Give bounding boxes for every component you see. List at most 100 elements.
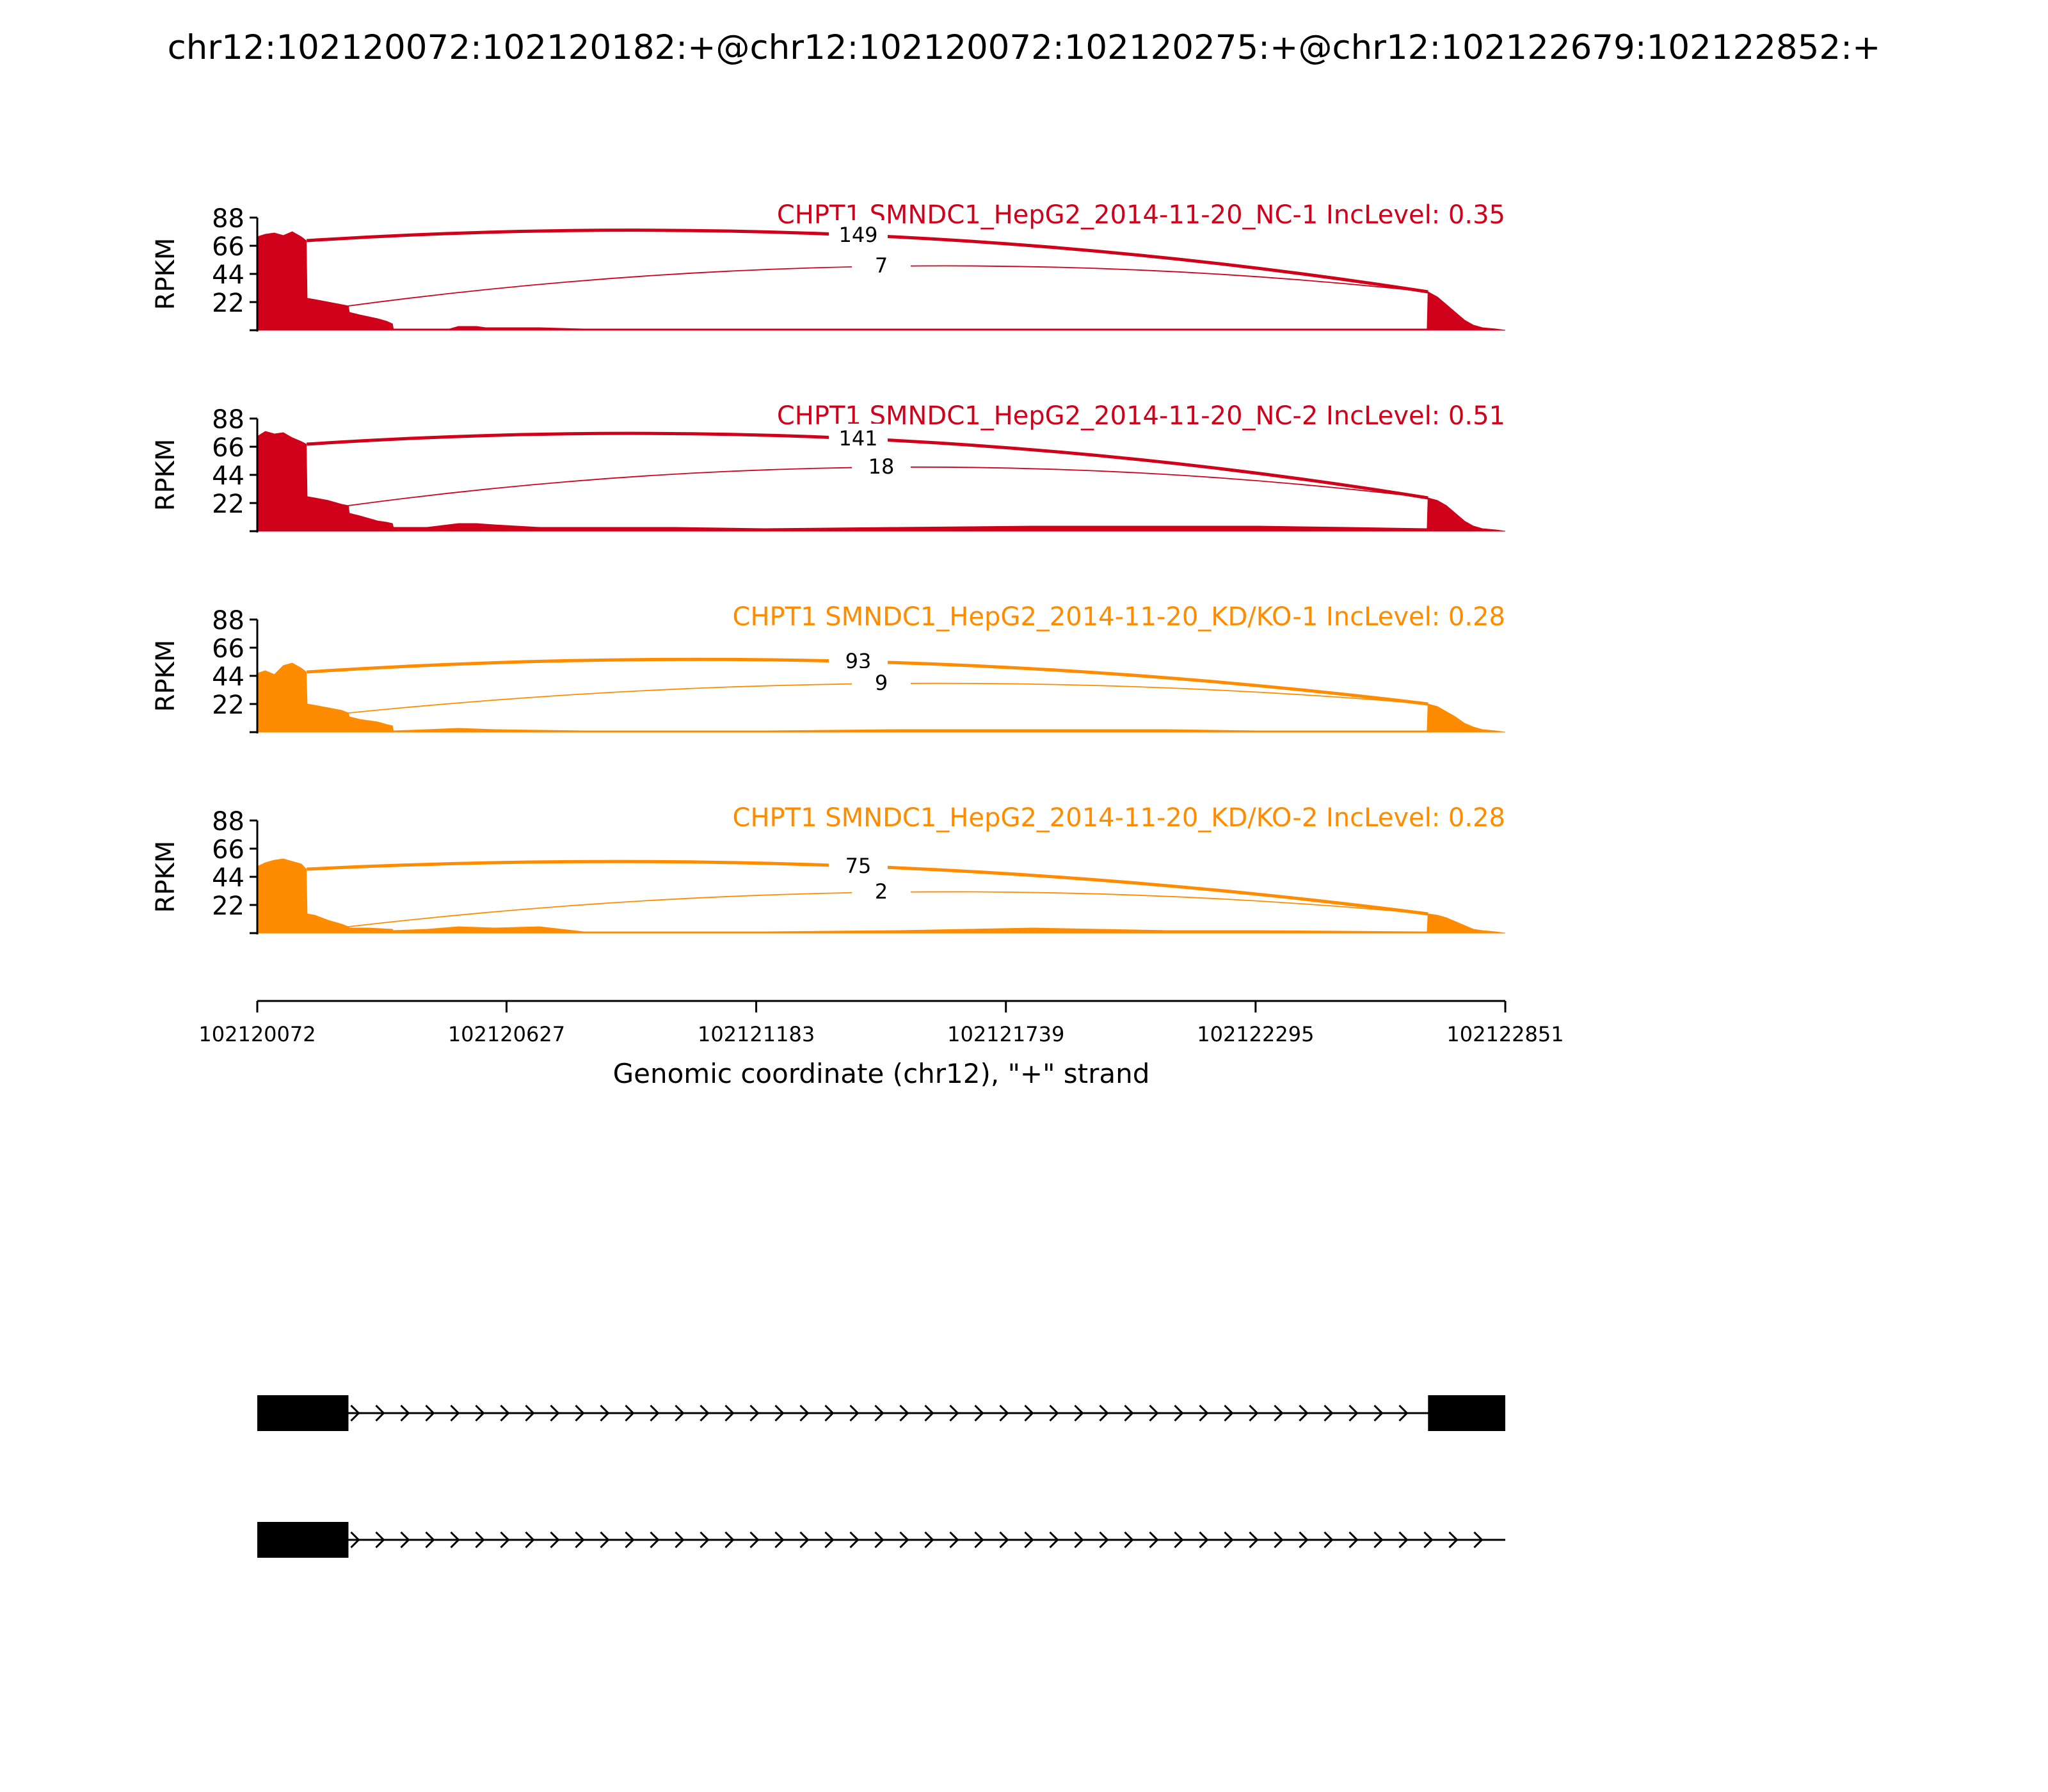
y-tick-label: 22 bbox=[212, 289, 244, 318]
strand-arrow bbox=[400, 1404, 410, 1422]
exon-block bbox=[257, 1522, 349, 1558]
exon-block bbox=[1428, 1395, 1505, 1431]
strand-arrow bbox=[375, 1404, 385, 1422]
strand-arrow bbox=[1224, 1531, 1234, 1549]
strand-arrow bbox=[500, 1531, 510, 1549]
strand-arrow bbox=[924, 1531, 934, 1549]
strand-arrow bbox=[425, 1531, 435, 1549]
isoform-2 bbox=[257, 1522, 1505, 1558]
y-tick-label: 44 bbox=[212, 863, 244, 893]
strand-arrow bbox=[1299, 1404, 1309, 1422]
strand-arrow bbox=[1348, 1531, 1359, 1549]
strand-arrow bbox=[350, 1531, 360, 1549]
strand-arrow bbox=[724, 1404, 735, 1422]
x-tick-label: 102121739 bbox=[947, 1022, 1064, 1046]
coverage-area bbox=[257, 662, 1506, 733]
junction-count: 18 bbox=[868, 454, 895, 479]
strand-arrow bbox=[425, 1404, 435, 1422]
coverage-area bbox=[257, 858, 1506, 934]
strand-arrow bbox=[1174, 1404, 1184, 1422]
y-tick-label: 44 bbox=[212, 461, 244, 491]
strand-arrow bbox=[1149, 1404, 1159, 1422]
strand-arrow bbox=[999, 1531, 1009, 1549]
strand-arrow bbox=[1348, 1404, 1359, 1422]
junction-count-box bbox=[829, 424, 888, 449]
strand-arrow bbox=[1398, 1531, 1409, 1549]
strand-arrow bbox=[475, 1531, 485, 1549]
strand-arrow bbox=[1373, 1531, 1384, 1549]
strand-arrow bbox=[625, 1404, 635, 1422]
strand-arrow bbox=[1249, 1531, 1259, 1549]
strand-arrow bbox=[774, 1531, 785, 1549]
strand-arrow bbox=[774, 1404, 785, 1422]
panel-label: CHPT1 SMNDC1_HepG2_2014-11-20_NC-2 IncLe… bbox=[777, 401, 1505, 431]
strand-arrow bbox=[700, 1404, 710, 1422]
strand-arrow bbox=[1124, 1531, 1134, 1549]
y-axis-label: RPKM bbox=[151, 238, 180, 310]
junction-count-box bbox=[852, 877, 911, 902]
strand-arrow bbox=[799, 1531, 810, 1549]
strand-arrow bbox=[1373, 1404, 1384, 1422]
junction-count-box bbox=[829, 851, 888, 877]
junction-count-box bbox=[852, 251, 911, 276]
y-tick-label: 66 bbox=[212, 433, 244, 463]
strand-arrow bbox=[899, 1404, 909, 1422]
strand-arrow bbox=[650, 1404, 660, 1422]
figure-title: chr12:102120072:102120182:+@chr12:102120… bbox=[167, 28, 1881, 67]
junction-count: 7 bbox=[875, 253, 888, 278]
strand-arrow bbox=[375, 1531, 385, 1549]
x-tick-label: 102121183 bbox=[698, 1022, 815, 1046]
isoform-1 bbox=[257, 1395, 1505, 1431]
strand-arrow bbox=[1299, 1531, 1309, 1549]
strand-arrow bbox=[1324, 1404, 1334, 1422]
strand-arrow bbox=[1099, 1531, 1109, 1549]
exon-block bbox=[257, 1395, 349, 1431]
strand-arrow bbox=[1074, 1404, 1084, 1422]
strand-arrow bbox=[949, 1404, 959, 1422]
strand-arrow bbox=[1099, 1404, 1109, 1422]
junction-count: 149 bbox=[838, 223, 877, 247]
y-tick-label: 88 bbox=[212, 807, 244, 836]
strand-arrow bbox=[1149, 1531, 1159, 1549]
strand-arrow bbox=[525, 1404, 535, 1422]
x-tick-label: 102120072 bbox=[198, 1022, 316, 1046]
strand-arrow bbox=[575, 1404, 585, 1422]
strand-arrow bbox=[874, 1404, 884, 1422]
strand-arrow bbox=[675, 1531, 685, 1549]
panel-label: CHPT1 SMNDC1_HepG2_2014-11-20_KD/KO-1 In… bbox=[733, 602, 1505, 632]
strand-arrow bbox=[1249, 1404, 1259, 1422]
strand-arrow bbox=[1024, 1531, 1034, 1549]
y-axis-label: RPKM bbox=[151, 841, 180, 913]
strand-arrow bbox=[1224, 1404, 1234, 1422]
strand-arrow bbox=[575, 1531, 585, 1549]
strand-arrow bbox=[1274, 1404, 1284, 1422]
x-axis-label: Genomic coordinate (chr12), "+" strand bbox=[613, 1058, 1150, 1089]
strand-arrow bbox=[749, 1404, 760, 1422]
strand-arrow bbox=[824, 1531, 835, 1549]
strand-arrow bbox=[999, 1404, 1009, 1422]
strand-arrow bbox=[1024, 1404, 1034, 1422]
junction-count-box bbox=[852, 668, 911, 694]
strand-arrow bbox=[450, 1531, 460, 1549]
strand-arrow bbox=[550, 1531, 560, 1549]
strand-arrow bbox=[1199, 1404, 1209, 1422]
strand-arrow bbox=[350, 1404, 360, 1422]
strand-arrow bbox=[1274, 1531, 1284, 1549]
junction-count-box bbox=[829, 646, 888, 672]
y-tick-label: 66 bbox=[212, 634, 244, 664]
x-tick-label: 102120627 bbox=[448, 1022, 565, 1046]
strand-arrow bbox=[600, 1404, 610, 1422]
x-tick-label: 102122295 bbox=[1197, 1022, 1314, 1046]
panel-label: CHPT1 SMNDC1_HepG2_2014-11-20_NC-1 IncLe… bbox=[777, 200, 1505, 230]
strand-arrow bbox=[625, 1531, 635, 1549]
gene-model-track bbox=[257, 1395, 1505, 1558]
strand-arrow bbox=[849, 1531, 860, 1549]
coverage-area bbox=[257, 431, 1506, 532]
junction-count-box bbox=[829, 220, 888, 246]
strand-arrow bbox=[650, 1531, 660, 1549]
strand-arrow bbox=[824, 1404, 835, 1422]
